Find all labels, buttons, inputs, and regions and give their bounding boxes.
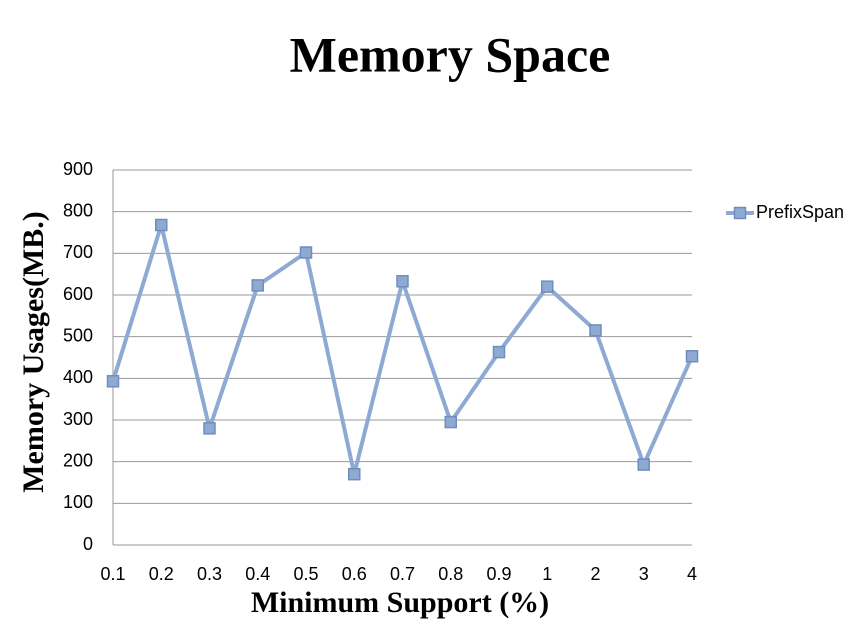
point-marker <box>541 280 554 293</box>
y-tick-label: 900 <box>63 159 93 179</box>
y-tick-label: 100 <box>63 492 93 512</box>
point-marker <box>155 218 168 232</box>
point-marker <box>396 275 409 288</box>
legend-marker <box>733 206 747 220</box>
x-tick-label: 0.6 <box>342 564 367 584</box>
point-marker <box>637 458 650 471</box>
point-marker <box>492 345 506 359</box>
x-tick-label: 1 <box>542 564 552 584</box>
x-tick-label: 0.4 <box>245 564 270 584</box>
y-tick-label: 0 <box>83 534 93 554</box>
y-tick-label: 400 <box>63 367 93 387</box>
y-tick-label: 200 <box>63 450 93 470</box>
point-marker <box>348 467 361 481</box>
x-tick-label: 2 <box>590 564 600 584</box>
point-marker <box>589 324 602 337</box>
x-tick-label: 0.3 <box>197 564 222 584</box>
series-line <box>111 223 694 477</box>
x-tick-label: 0.7 <box>390 564 415 584</box>
y-tick-label: 600 <box>63 284 93 304</box>
x-axis-label: Minimum Support (%) <box>251 586 549 619</box>
x-tick-label: 0.1 <box>100 564 125 584</box>
y-tick-label: 300 <box>63 409 93 429</box>
y-axis-label: Memory Usages(MB.) <box>17 211 50 493</box>
point-marker <box>251 279 264 292</box>
point-marker <box>203 422 216 435</box>
x-tick-label: 3 <box>639 564 649 584</box>
y-tick-label: 700 <box>63 242 93 262</box>
point-marker <box>299 246 313 259</box>
point-marker <box>444 415 457 429</box>
chart-title: Memory Space <box>290 26 611 82</box>
point-marker <box>685 350 699 363</box>
x-tick-label: 4 <box>687 564 697 584</box>
legend-label: PrefixSpan <box>756 202 844 222</box>
x-tick-label: 0.2 <box>149 564 174 584</box>
x-tick-label: 0.5 <box>293 564 318 584</box>
point-marker <box>106 375 120 388</box>
x-tick-label: 0.8 <box>438 564 463 584</box>
y-tick-label: 500 <box>63 325 93 345</box>
y-tick-label: 800 <box>63 200 93 220</box>
x-tick-label: 0.9 <box>486 564 511 584</box>
